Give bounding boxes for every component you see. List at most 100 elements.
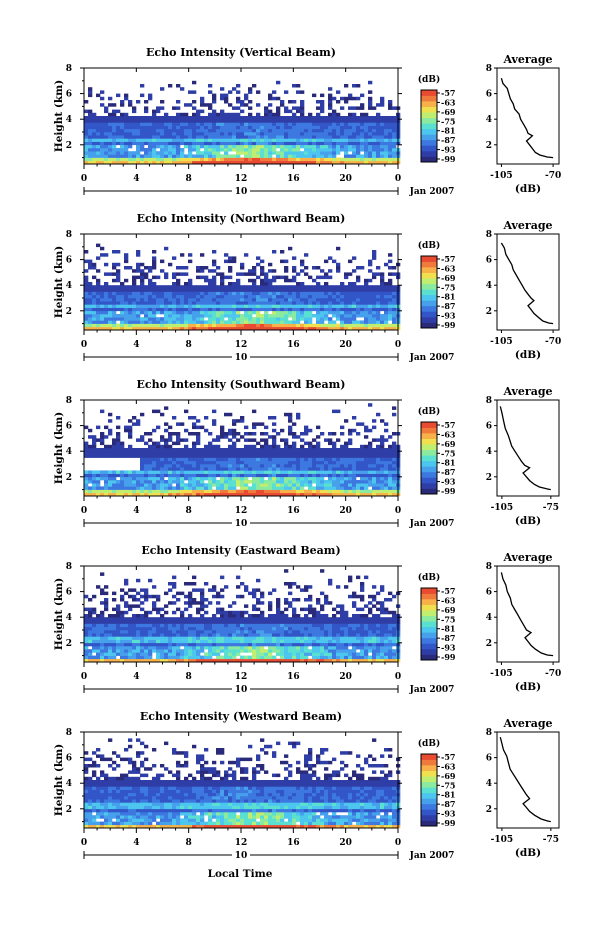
heatmap-cell [332,128,337,133]
heatmap-cell [388,103,393,107]
heatmap-cell [284,301,289,305]
heatmap-cell [172,655,177,660]
heatmap-cell [280,451,285,455]
heatmap-cell [316,304,321,308]
heatmap-cell [88,266,93,270]
heatmap-cell [188,642,193,647]
heatmap-cell [172,448,177,452]
heatmap-cell [272,128,277,133]
heatmap-cell [304,457,309,462]
x-tick-label: 8 [186,506,192,516]
heatmap-cell [240,317,245,321]
heatmap-cell [352,323,357,328]
heatmap-cell [160,291,165,296]
heatmap-cell [324,492,329,497]
heatmap-cell [380,438,385,442]
heatmap-cell [164,652,169,656]
heatmap-cell [100,291,105,296]
heatmap-cell [248,457,253,462]
y-tick-label: 4 [66,115,72,125]
heatmap-cell [356,464,361,468]
heatmap-cell [108,626,113,631]
heatmap-cell [300,444,305,449]
heatmap-cell [176,323,181,328]
heatmap-cell [112,658,117,663]
heatmap-cell [88,614,93,618]
heatmap-cell [124,294,129,299]
heatmap-cell [156,451,161,455]
heatmap-cell [332,132,337,136]
heatmap-cell [332,96,337,101]
heatmap-cell [300,432,305,436]
heatmap-cell [120,639,125,644]
heatmap-cell [160,116,165,120]
heatmap-cell [332,314,337,318]
heatmap-cell [84,151,89,155]
heatmap-cell [84,480,89,484]
heatmap-cell [208,476,213,481]
heatmap-cell [320,93,325,98]
heatmap-cell [376,476,381,481]
heatmap-cell [272,489,277,494]
heatmap-cell [312,454,317,458]
heatmap-cell [248,151,253,155]
heatmap-cell [132,298,137,302]
heatmap-cell [120,326,125,331]
heatmap-cell [164,642,169,647]
heatmap-cell [216,323,221,328]
heatmap-cell [248,451,253,455]
heatmap-cell [136,476,141,481]
heatmap-cells [84,403,401,497]
heatmap-cell [228,489,233,494]
heatmap-cell [240,138,245,142]
heatmap-cell [300,310,305,315]
heatmap-cell [148,317,153,321]
heatmap-cell [192,320,197,324]
heatmap-cell [244,144,249,149]
heatmap-cell [256,326,261,331]
heatmap-cell [208,285,213,289]
heatmap-cell [392,141,397,146]
heatmap-cell [92,112,97,117]
heatmap-cell [172,601,177,605]
heatmap-cell [152,112,157,117]
heatmap-cell [296,298,301,302]
heatmap-cell [116,639,121,644]
heatmap-cell [368,128,373,133]
heatmap-cell [380,103,385,107]
heatmap-cell [144,639,149,644]
heatmap-cell [212,116,217,120]
heatmap-cell [132,473,137,478]
heatmap-cell [284,154,289,158]
heatmap-cell [128,266,133,270]
heatmap-cell [132,492,137,497]
heatmap-cell [300,467,305,471]
colorbar-tick-label: -81 [441,126,455,136]
heatmap-cell [288,476,293,481]
heatmap-cell [96,492,101,497]
heatmap-cell [356,480,361,484]
heatmap-cell [304,483,309,487]
heatmap-cell [392,470,397,474]
heatmap-cell [104,636,109,640]
heatmap-cell [340,304,345,308]
heatmap-cell [160,160,165,165]
heatmap-cell [360,320,365,324]
heatmap-cell [376,460,381,465]
colorbar-tick-label: -99 [441,320,456,330]
heatmap-cell [204,157,209,162]
heatmap-cell [108,649,113,653]
heatmap-cell [164,298,169,302]
heatmap-cell [372,467,377,471]
heatmap-cell [232,476,237,481]
average-title: Average [502,53,552,66]
heatmap-cell [348,128,353,133]
heatmap-cell [368,90,373,94]
heatmap-cell [244,467,249,471]
heatmap-cell [228,116,233,120]
heatmap-cell [240,314,245,318]
heatmap-cell [380,96,385,101]
heatmap-cell [256,457,261,462]
heatmap-cell [312,457,317,462]
heatmap-cell [204,454,209,458]
